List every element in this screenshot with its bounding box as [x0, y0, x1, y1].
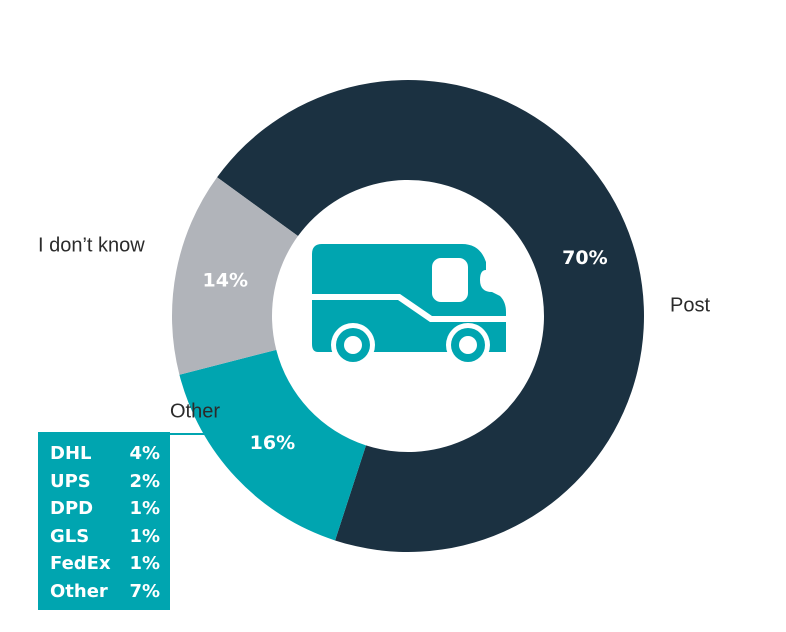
breakdown-label: DHL: [50, 443, 92, 464]
breakdown-label: DPD: [50, 498, 94, 519]
breakdown-value: 1%: [129, 525, 160, 547]
slice-value-labels: 70% 16% 14%: [203, 247, 608, 454]
donut-slice-other: [179, 349, 366, 541]
breakdown-value: 7%: [129, 580, 160, 602]
other-breakdown-box: DHL 4% UPS 2% DPD 1% GLS 1% FedEx 1% Oth…: [38, 432, 170, 610]
breakdown-label: GLS: [50, 525, 90, 547]
slice-category-label: Post: [670, 294, 710, 316]
breakdown-label: FedEx: [50, 553, 111, 574]
slice-value-label: 14%: [203, 270, 248, 292]
slice-category-label: Other: [170, 400, 220, 422]
breakdown-label: Other: [50, 580, 108, 602]
breakdown-value: 4%: [129, 443, 160, 464]
donut-slice-i-don-t-know: [172, 177, 298, 375]
breakdown-row: UPS 2%: [50, 468, 160, 496]
breakdown-row: FedEx 1%: [50, 550, 160, 578]
breakdown-value: 1%: [129, 553, 160, 574]
donut-slice-post: [217, 79, 645, 552]
breakdown-label: UPS: [50, 470, 91, 492]
donut-slices: [172, 79, 645, 552]
breakdown-value: 2%: [129, 470, 160, 492]
breakdown-row: Other 7%: [50, 578, 160, 606]
breakdown-row: DHL 4%: [50, 440, 160, 468]
slice-value-label: 70%: [562, 247, 607, 269]
slice-category-labels: Post Other I don’t know: [38, 234, 710, 422]
breakdown-row: DPD 1%: [50, 495, 160, 523]
slice-category-label: I don’t know: [38, 234, 145, 256]
breakdown-value: 1%: [129, 498, 160, 519]
delivery-van-icon: [312, 244, 506, 367]
slice-value-label: 16%: [250, 432, 295, 454]
breakdown-row: GLS 1%: [50, 523, 160, 551]
